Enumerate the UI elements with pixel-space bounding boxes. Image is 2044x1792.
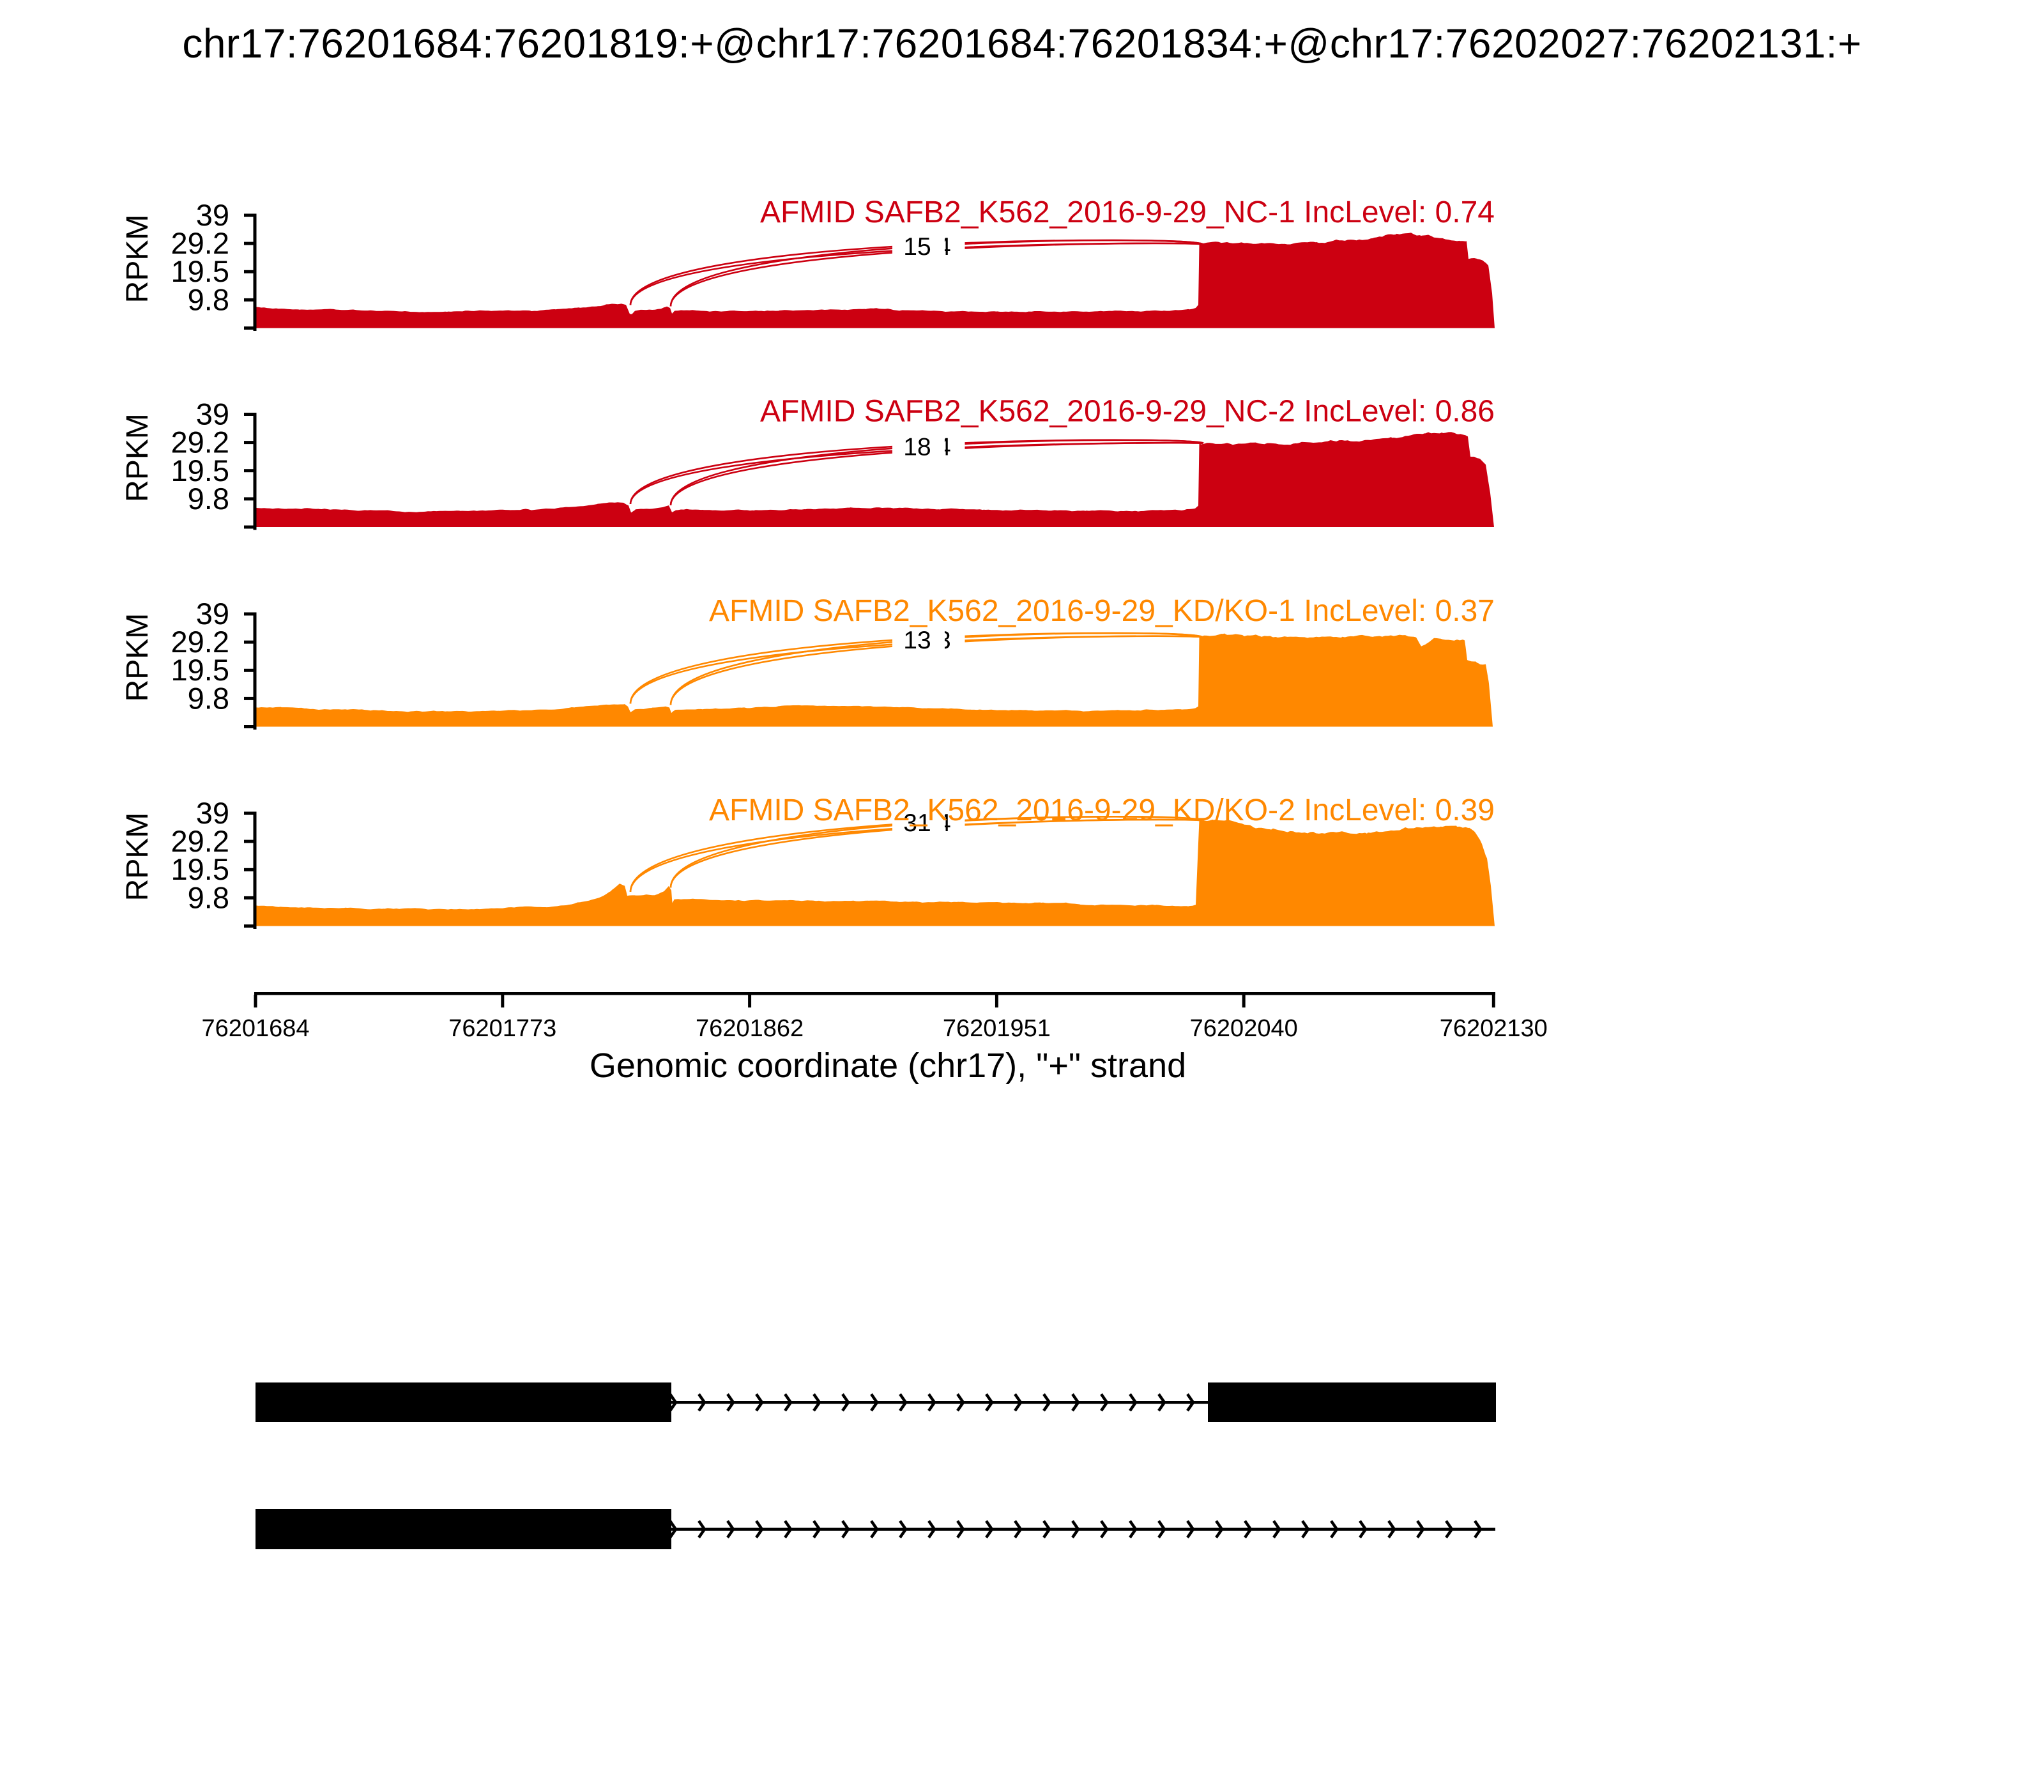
svg-text:RPKM: RPKM [121,813,155,901]
svg-text:29.2: 29.2 [171,824,229,858]
svg-text:AFMID SAFB2_K562_2016-9-29_KD/: AFMID SAFB2_K562_2016-9-29_KD/KO-2 IncLe… [709,793,1495,827]
svg-text:Genomic coordinate (chr17), "+: Genomic coordinate (chr17), "+" strand [590,1046,1186,1085]
svg-text:76201684: 76201684 [201,1015,309,1042]
svg-text:13: 13 [903,627,931,654]
svg-text:9.8: 9.8 [188,681,229,715]
svg-text:chr17:76201684:76201819:+@chr1: chr17:76201684:76201819:+@chr17:76201684… [182,20,1861,66]
svg-text:76202040: 76202040 [1190,1015,1298,1042]
svg-text:29.2: 29.2 [171,625,229,659]
svg-text:39: 39 [196,597,229,631]
svg-text:76201862: 76201862 [696,1015,804,1042]
svg-text:RPKM: RPKM [121,215,155,303]
svg-text:39: 39 [196,397,229,431]
svg-text:RPKM: RPKM [121,413,155,502]
svg-text:31: 31 [903,809,931,837]
svg-text:19.5: 19.5 [171,454,229,487]
svg-text:39: 39 [196,198,229,232]
svg-text:18: 18 [903,433,931,461]
svg-text:76201951: 76201951 [943,1015,1051,1042]
svg-text:19.5: 19.5 [171,653,229,687]
svg-text:RPKM: RPKM [121,613,155,702]
svg-text:AFMID SAFB2_K562_2016-9-29_KD/: AFMID SAFB2_K562_2016-9-29_KD/KO-1 IncLe… [709,594,1495,628]
svg-text:29.2: 29.2 [171,425,229,459]
svg-text:AFMID SAFB2_K562_2016-9-29_NC-: AFMID SAFB2_K562_2016-9-29_NC-1 IncLevel… [760,195,1495,229]
svg-text:15: 15 [903,233,931,261]
svg-text:9.8: 9.8 [188,880,229,914]
svg-text:29.2: 29.2 [171,226,229,260]
svg-text:39: 39 [196,796,229,830]
svg-text:9.8: 9.8 [188,282,229,316]
svg-text:76202130: 76202130 [1440,1015,1548,1042]
svg-text:19.5: 19.5 [171,254,229,288]
svg-text:AFMID SAFB2_K562_2016-9-29_NC-: AFMID SAFB2_K562_2016-9-29_NC-2 IncLevel… [760,395,1495,429]
svg-text:19.5: 19.5 [171,852,229,886]
svg-text:9.8: 9.8 [188,482,229,516]
svg-text:76201773: 76201773 [448,1015,556,1042]
